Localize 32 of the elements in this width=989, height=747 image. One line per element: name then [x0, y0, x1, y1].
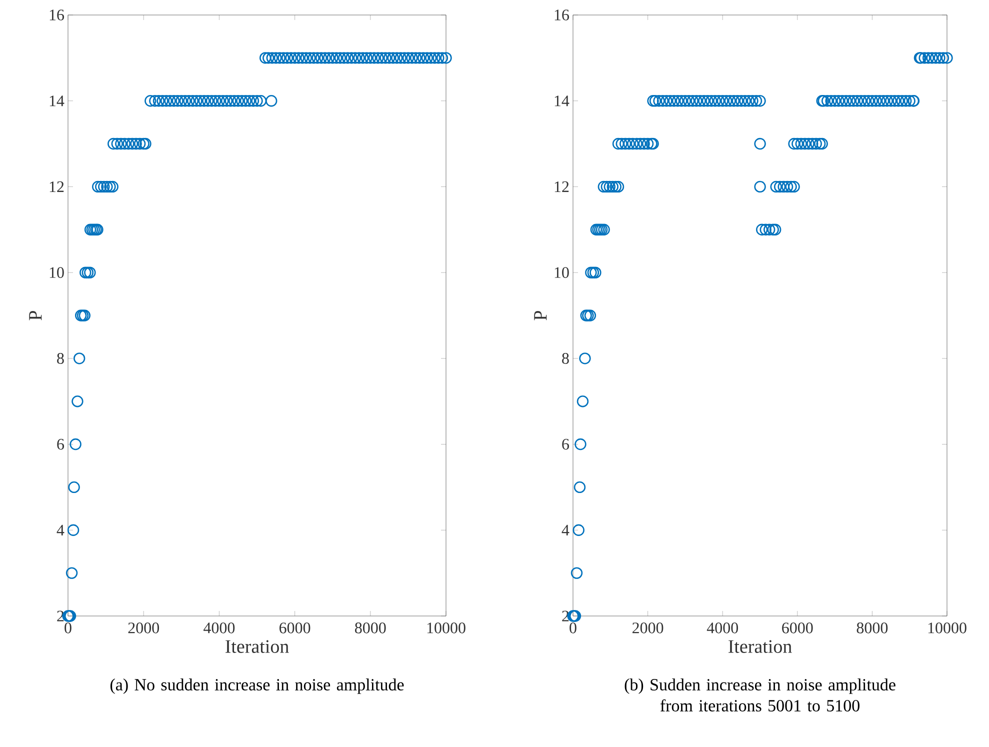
text: (a) No sudden increase in noise amplitude [110, 678, 404, 694]
y-tick-label: 14 [50, 96, 64, 106]
y-axis-title: P [534, 310, 547, 320]
y-tick-label: 12 [554, 181, 569, 192]
x-tick-label: 4000 [204, 622, 235, 634]
x-tick-label: 8000 [355, 622, 386, 634]
x-tick-label: 8000 [856, 622, 888, 634]
x-tick-label: 4000 [706, 622, 738, 634]
x-axis-title: Iteration [728, 640, 792, 653]
y-tick-label: 8 [57, 353, 64, 364]
x-tick-label: 6000 [279, 622, 310, 634]
x-tick-label: 0 [64, 622, 72, 634]
y-axis-title: P [29, 310, 42, 320]
y-tick-label: 4 [56, 524, 64, 536]
text: (b) Sudden increase in noise amplitude from iterations 5001 to 5100 [624, 678, 896, 712]
y-tick-label: 16 [50, 10, 64, 20]
y-tick-label: 4 [562, 524, 570, 536]
y-tick-label: 14 [554, 96, 570, 106]
y-tick-label: 10 [554, 267, 569, 278]
x-tick-label: 10000 [427, 622, 466, 634]
x-tick-label: 2000 [632, 622, 664, 634]
y-tick-label: 16 [554, 10, 569, 20]
x-tick-label: 0 [570, 622, 576, 634]
x-axis-title: Iteration [226, 640, 289, 653]
y-tick-label: 8 [562, 353, 569, 364]
x-tick-label: 6000 [782, 622, 813, 634]
x-tick-label: 2000 [128, 622, 159, 634]
x-tick-label: 10000 [928, 622, 966, 634]
y-tick-label: 10 [50, 267, 64, 278]
y-tick-label: 6 [562, 438, 569, 450]
y-tick-label: 12 [50, 181, 64, 192]
y-tick-label: 6 [57, 438, 64, 450]
